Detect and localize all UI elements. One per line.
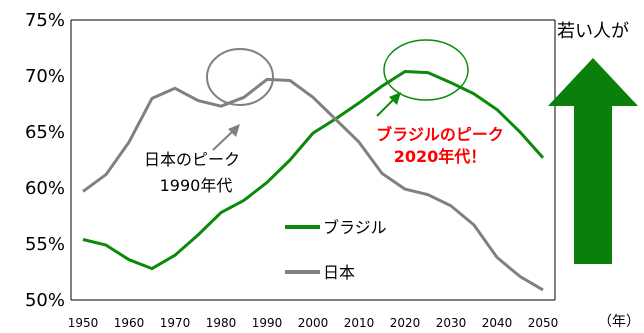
- legend-label-brazil: ブラジル: [323, 218, 387, 237]
- brazil-peak-circle: [383, 39, 469, 101]
- x-tick-label: 1960: [114, 316, 145, 330]
- x-tick-label: 2020: [390, 316, 421, 330]
- y-tick-label: 60%: [25, 178, 65, 199]
- x-axis-unit: （年）: [598, 314, 640, 330]
- x-tick-label: 2010: [344, 316, 375, 330]
- japan-peak-label: 日本のピーク: [144, 150, 240, 169]
- series-line-japan: [82, 77, 544, 292]
- x-tick-label: 1950: [68, 316, 99, 330]
- y-tick-label: 50%: [25, 290, 65, 311]
- brazil-annotation-arrow: [376, 99, 394, 117]
- y-tick-label: 65%: [25, 122, 65, 143]
- japan-annotation-arrow: [212, 131, 233, 151]
- legend-label-japan: 日本: [323, 263, 355, 282]
- x-tick-label: 1980: [206, 316, 237, 330]
- side-text: 若い人が: [557, 21, 629, 42]
- series-line-brazil: [82, 70, 545, 271]
- x-tick-label: 2030: [436, 316, 467, 330]
- brazil-peak-decade: 2020年代！: [394, 147, 487, 166]
- x-tick-label: 2000: [298, 316, 329, 330]
- x-tick-label: 2040: [482, 316, 513, 330]
- up-arrow-icon: [548, 58, 638, 264]
- brazil-annotation-arrowhead: [389, 92, 401, 105]
- x-tick-label: 1990: [252, 316, 283, 330]
- x-tick-label: 2050: [528, 316, 559, 330]
- japan-peak-decade: 1990年代: [160, 176, 233, 195]
- y-tick-label: 70%: [25, 66, 65, 87]
- japan-peak-circle: [206, 48, 274, 106]
- y-tick-label: 75%: [25, 10, 65, 31]
- japan-annotation-arrowhead: [228, 124, 240, 137]
- brazil-peak-label: ブラジルのピーク: [376, 125, 504, 144]
- y-tick-label: 55%: [25, 234, 65, 255]
- x-tick-label: 1970: [160, 316, 191, 330]
